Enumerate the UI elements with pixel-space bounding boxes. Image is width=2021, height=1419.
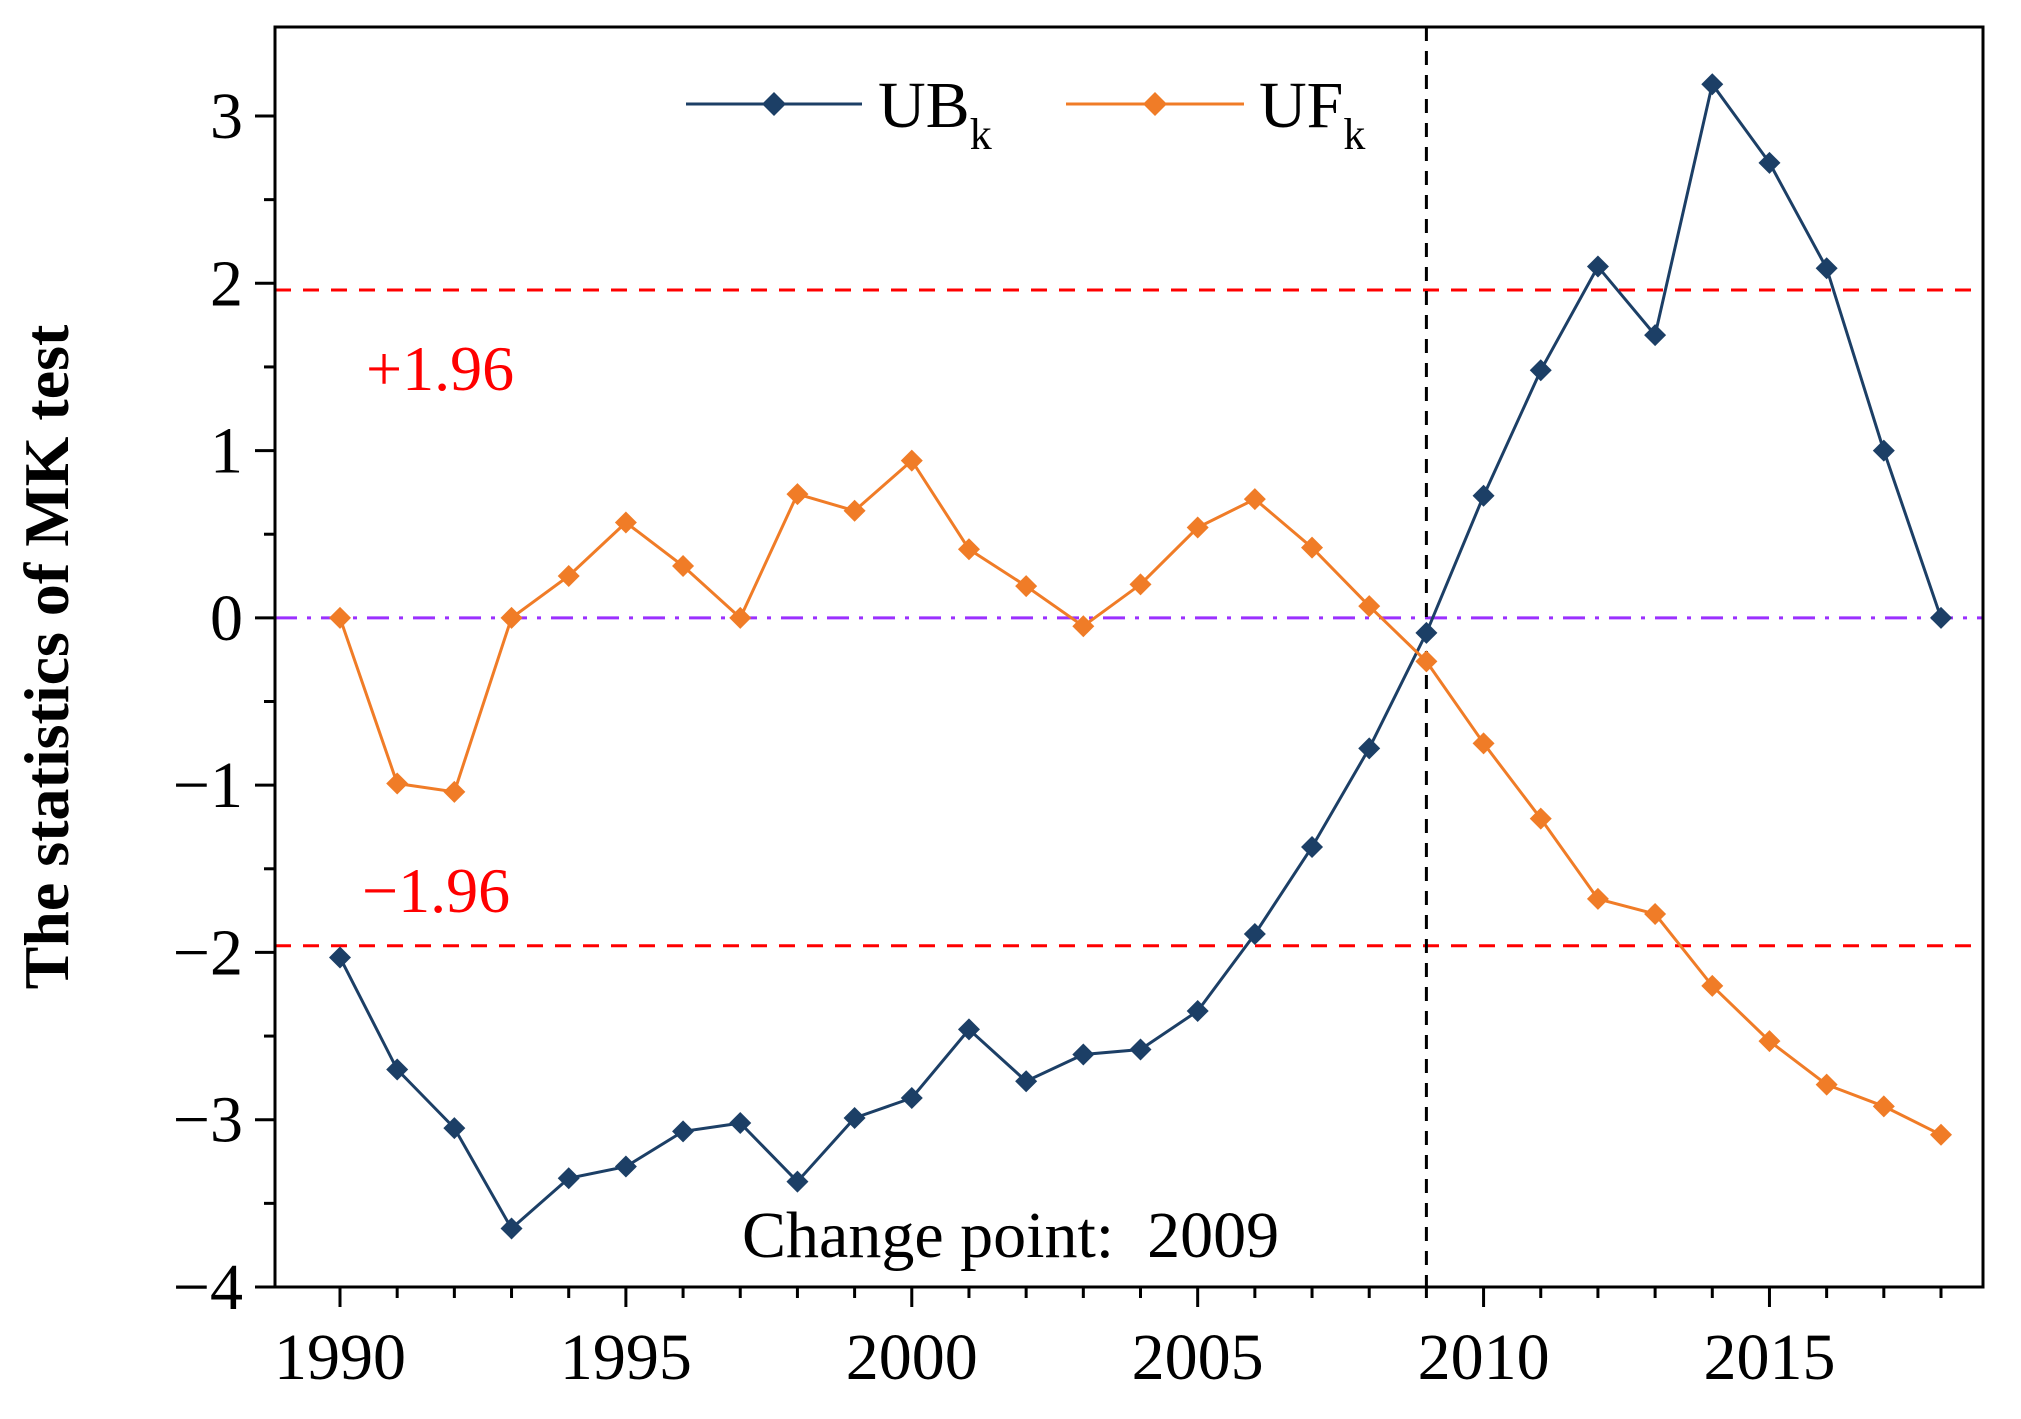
point-uf-2014 bbox=[1701, 974, 1724, 997]
point-ub-1996 bbox=[672, 1120, 695, 1143]
ref-label-upper: +1.96 bbox=[366, 333, 514, 404]
point-uf-2009 bbox=[1415, 650, 1438, 673]
axes bbox=[273, 25, 1985, 1289]
y-tick-label-3: 3 bbox=[210, 80, 243, 153]
y-tick-label--4: −4 bbox=[173, 1251, 243, 1324]
point-ub-2006 bbox=[1243, 923, 1266, 946]
point-ub-2012 bbox=[1586, 255, 1609, 278]
y-tick-label--2: −2 bbox=[173, 916, 243, 989]
legend-label-uf: UFk bbox=[1259, 69, 1365, 159]
point-ub-2003 bbox=[1072, 1043, 1095, 1066]
legend-marker-ub bbox=[762, 92, 786, 116]
point-uf-2015 bbox=[1758, 1030, 1781, 1053]
ref-label-lower: −1.96 bbox=[362, 855, 510, 926]
x-tick-label-1995: 1995 bbox=[560, 1321, 692, 1394]
point-ub-2000 bbox=[900, 1086, 923, 1109]
point-uf-1995 bbox=[614, 511, 637, 534]
point-ub-1990 bbox=[329, 946, 351, 969]
point-ub-2011 bbox=[1529, 359, 1552, 382]
point-uf-2012 bbox=[1586, 887, 1609, 910]
plot-frame bbox=[273, 25, 1985, 1289]
point-ub-1999 bbox=[843, 1107, 866, 1130]
point-uf-2000 bbox=[900, 449, 923, 472]
point-ub-2009 bbox=[1415, 621, 1438, 644]
point-ub-2004 bbox=[1129, 1038, 1152, 1061]
x-tick-label-2015: 2015 bbox=[1703, 1321, 1835, 1394]
x-tick-label-2000: 2000 bbox=[846, 1321, 978, 1394]
point-uf-1998 bbox=[786, 483, 809, 506]
point-uf-2002 bbox=[1015, 575, 1038, 598]
point-uf-1997 bbox=[729, 606, 752, 629]
point-ub-2010 bbox=[1472, 484, 1495, 507]
point-ub-1994 bbox=[557, 1167, 580, 1190]
point-uf-2010 bbox=[1472, 732, 1495, 755]
point-ub-1998 bbox=[786, 1170, 809, 1193]
change-point-annotation: Change point: 2009 bbox=[742, 1199, 1279, 1272]
point-ub-1995 bbox=[614, 1155, 637, 1178]
point-ub-2014 bbox=[1701, 73, 1724, 96]
y-tick-label--1: −1 bbox=[173, 749, 243, 822]
point-uf-2013 bbox=[1644, 902, 1667, 925]
point-ub-2001 bbox=[957, 1018, 980, 1041]
point-ub-2016 bbox=[1815, 257, 1838, 280]
x-tick-label-2005: 2005 bbox=[1132, 1321, 1264, 1394]
point-ub-1993 bbox=[500, 1217, 523, 1240]
point-uf-1996 bbox=[672, 554, 695, 577]
point-ub-2013 bbox=[1644, 324, 1667, 347]
point-ub-1991 bbox=[386, 1058, 409, 1081]
point-uf-2006 bbox=[1243, 488, 1266, 511]
point-uf-2004 bbox=[1129, 573, 1152, 596]
point-uf-2001 bbox=[957, 538, 980, 561]
point-uf-2011 bbox=[1529, 807, 1552, 830]
point-ub-2007 bbox=[1301, 836, 1324, 859]
point-uf-1994 bbox=[557, 565, 580, 588]
point-uf-1992 bbox=[443, 780, 466, 803]
point-ub-2015 bbox=[1758, 151, 1781, 174]
point-uf-2003 bbox=[1072, 615, 1095, 638]
x-ticks: 1990 1995 2000 2005 2010 2015 bbox=[274, 1287, 1943, 1394]
point-ub-1992 bbox=[443, 1117, 466, 1140]
y-tick-label-1: 1 bbox=[210, 415, 243, 488]
legend-subscript-uf: k bbox=[1343, 110, 1365, 159]
point-ub-2002 bbox=[1015, 1070, 1038, 1093]
series-line-uf bbox=[338, 458, 1942, 1137]
point-ub-2008 bbox=[1358, 737, 1381, 760]
y-ticks: −4 −3 −2 −1 0 1 2 3 bbox=[173, 80, 275, 1324]
point-uf-2018 bbox=[1930, 1123, 1952, 1146]
legend: UBk UFk bbox=[686, 69, 1365, 159]
x-tick-label-2010: 2010 bbox=[1418, 1321, 1550, 1394]
x-tick-label-1990: 1990 bbox=[274, 1321, 406, 1394]
point-ub-1997 bbox=[729, 1112, 752, 1135]
point-uf-2017 bbox=[1872, 1095, 1895, 1118]
point-uf-1991 bbox=[386, 772, 409, 795]
point-uf-2007 bbox=[1301, 536, 1324, 559]
reference-lines bbox=[275, 288, 1983, 948]
point-uf-2016 bbox=[1815, 1073, 1838, 1096]
y-tick-label--3: −3 bbox=[173, 1084, 243, 1157]
legend-subscript-ub: k bbox=[970, 110, 992, 159]
point-uf-2008 bbox=[1358, 595, 1381, 618]
point-uf-1993 bbox=[500, 606, 523, 629]
point-ub-2018 bbox=[1930, 606, 1952, 629]
point-ub-2005 bbox=[1186, 999, 1209, 1022]
point-uf-1990 bbox=[329, 606, 351, 629]
y-tick-label-2: 2 bbox=[210, 247, 243, 320]
point-ub-2017 bbox=[1872, 439, 1895, 462]
legend-label-ub: UBk bbox=[878, 69, 992, 159]
legend-marker-uf bbox=[1143, 92, 1167, 116]
series-lines bbox=[329, 73, 1952, 1240]
point-uf-2005 bbox=[1186, 516, 1209, 539]
y-axis-label: The statistics of MK test bbox=[11, 324, 82, 989]
y-tick-label-0: 0 bbox=[210, 582, 243, 655]
point-uf-1999 bbox=[843, 499, 866, 522]
